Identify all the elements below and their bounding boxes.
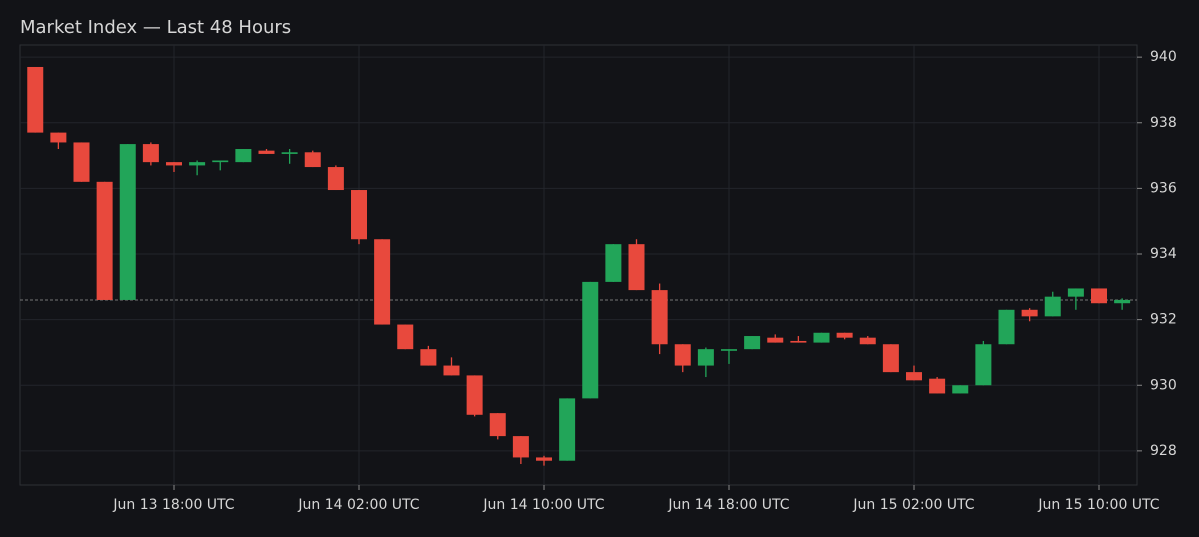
x-tick-label: Jun 14 02:00 UTC <box>297 497 419 513</box>
candle-body <box>258 150 275 154</box>
candle-body <box>119 144 136 300</box>
candle-body <box>813 332 830 343</box>
y-tick-label: 938 <box>1150 115 1177 131</box>
candle-body <box>374 239 391 325</box>
candle-body <box>351 190 367 240</box>
y-tick-label: 932 <box>1150 312 1177 328</box>
candle-body <box>952 385 969 394</box>
candle-body <box>536 457 552 461</box>
y-tick-label: 930 <box>1150 377 1177 393</box>
candle-body <box>235 149 252 163</box>
candle-body <box>975 344 992 386</box>
candle-body <box>674 344 691 366</box>
candle-body <box>281 152 298 154</box>
x-tick-label: Jun 14 10:00 UTC <box>482 497 604 513</box>
candle-body <box>397 324 414 350</box>
candle-body <box>327 167 344 191</box>
candle-body <box>512 436 529 458</box>
candle-body <box>721 349 737 351</box>
candle-body <box>559 398 576 461</box>
candle-body <box>790 340 807 343</box>
candle-body <box>212 160 229 163</box>
y-tick-label: 928 <box>1150 443 1177 459</box>
candle-body <box>651 290 668 345</box>
candle-body <box>189 162 206 166</box>
candle-body <box>998 309 1015 345</box>
candle-body <box>1091 288 1107 304</box>
x-tick-label: Jun 15 10:00 UTC <box>1037 497 1159 513</box>
candle-body <box>1114 299 1131 304</box>
candle-body <box>73 142 90 182</box>
candle-body <box>142 144 159 163</box>
candle-body <box>605 244 622 282</box>
plot-frame <box>19 44 1138 486</box>
candle-body <box>767 337 784 343</box>
y-tick-label: 936 <box>1150 180 1177 196</box>
candle-body <box>50 132 67 143</box>
candle-body <box>882 344 899 373</box>
candle-body <box>929 378 946 394</box>
candle-body <box>1067 288 1084 297</box>
candle-body <box>697 349 714 366</box>
candle-body <box>628 244 645 291</box>
candle-body <box>466 375 483 415</box>
candle-body <box>166 162 182 166</box>
candle-body <box>420 349 437 366</box>
chart-title: Market Index — Last 48 Hours <box>20 17 291 38</box>
candle-body <box>1021 309 1038 317</box>
candle-body <box>859 337 876 345</box>
candle-body <box>489 413 506 437</box>
candle-body <box>906 372 922 381</box>
candle-body <box>744 336 761 350</box>
x-tick-label: Jun 14 18:00 UTC <box>667 497 789 513</box>
candle-body <box>96 181 113 300</box>
candle-body <box>443 365 460 376</box>
candle-body <box>304 152 321 168</box>
candle-body <box>582 281 599 399</box>
x-tick-label: Jun 13 18:00 UTC <box>112 497 234 513</box>
candle-body <box>27 66 44 133</box>
y-tick-label: 940 <box>1150 49 1177 65</box>
candle-body <box>836 332 853 338</box>
y-tick-label: 934 <box>1150 246 1177 262</box>
candle-body <box>1044 296 1061 317</box>
x-tick-label: Jun 15 02:00 UTC <box>852 497 974 513</box>
